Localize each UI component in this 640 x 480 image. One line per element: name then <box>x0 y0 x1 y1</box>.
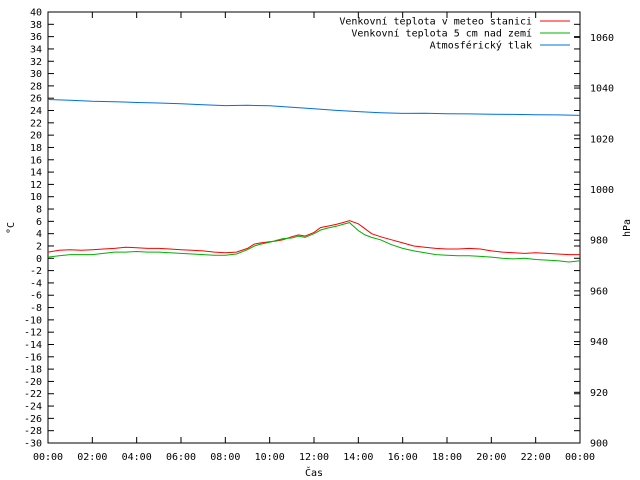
left-axis: 4038363432302826242220181614121086420-2-… <box>24 8 580 450</box>
x-tick-label: 22:00 <box>521 452 551 463</box>
series-line-1 <box>47 222 581 263</box>
right-tick-label: 1040 <box>590 84 614 95</box>
left-axis-label: °C <box>6 222 17 234</box>
left-tick-label: 30 <box>30 69 42 80</box>
left-tick-label: 16 <box>30 155 42 166</box>
left-tick-label: -24 <box>24 402 42 413</box>
left-tick-label: 20 <box>30 131 42 142</box>
left-tick-label: -2 <box>30 266 42 277</box>
right-axis-label: hPa <box>622 219 633 237</box>
right-tick-label: 960 <box>590 286 608 297</box>
left-tick-label: -10 <box>24 315 42 326</box>
right-tick-label: 920 <box>590 388 608 399</box>
x-tick-label: 08:00 <box>210 452 240 463</box>
x-tick-label: 16:00 <box>388 452 418 463</box>
left-tick-label: -18 <box>24 365 42 376</box>
left-tick-label: -30 <box>24 439 42 450</box>
left-tick-label: 32 <box>30 57 42 68</box>
left-tick-label: 6 <box>36 217 42 228</box>
legend-label: Atmosférický tlak <box>430 40 532 52</box>
plot-border <box>47 11 581 444</box>
right-tick-label: 1060 <box>590 33 614 44</box>
x-tick-label: 02:00 <box>77 452 107 463</box>
left-tick-label: -16 <box>24 352 42 363</box>
x-tick-label: 10:00 <box>255 452 285 463</box>
left-tick-label: 36 <box>30 32 42 43</box>
right-axis: 1060 1040 1020 1000 980 960 940 920 900 <box>574 33 614 450</box>
left-tick-label: 8 <box>36 205 42 216</box>
right-tick-label: 940 <box>590 337 608 348</box>
x-tick-label: 20:00 <box>476 452 506 463</box>
left-tick-label: 12 <box>30 180 42 191</box>
left-tick-label: 2 <box>36 241 42 252</box>
left-tick-label: 4 <box>36 229 42 240</box>
series-lines <box>47 99 581 263</box>
x-tick-label: 18:00 <box>432 452 462 463</box>
right-tick-label: 900 <box>590 439 608 450</box>
left-tick-label: 18 <box>30 143 42 154</box>
left-tick-label: 10 <box>30 192 42 203</box>
left-tick-label: -4 <box>30 278 42 289</box>
right-tick-label: 1000 <box>590 185 614 196</box>
x-tick-label: 12:00 <box>299 452 329 463</box>
left-tick-label: 14 <box>30 168 42 179</box>
left-tick-label: 26 <box>30 94 42 105</box>
left-tick-label: -6 <box>30 291 42 302</box>
legend-label: Venkovní teplota 5 cm nad zemí <box>351 28 532 40</box>
left-tick-label: 40 <box>30 8 42 19</box>
left-tick-label: -28 <box>24 426 42 437</box>
series-line-0 <box>47 220 580 256</box>
left-tick-label: -26 <box>24 414 42 425</box>
left-tick-label: -20 <box>24 377 42 388</box>
x-axis: 00:00 02:00 04:00 06:00 08:00 10:00 12:00 14:00… <box>33 12 595 463</box>
left-tick-label: -22 <box>24 389 42 400</box>
left-tick-label: 22 <box>30 118 42 129</box>
left-tick-label: -14 <box>24 340 42 351</box>
legend: Venkovní teplota v meteo staniciVenkovní… <box>339 16 570 52</box>
axes-frame <box>47 11 581 444</box>
x-tick-label: 14:00 <box>343 452 373 463</box>
x-tick-label: 04:00 <box>122 452 152 463</box>
right-tick-label: 980 <box>590 236 608 247</box>
left-tick-label: 28 <box>30 81 42 92</box>
right-tick-label: 1020 <box>590 134 614 145</box>
x-axis-label: Čas <box>305 466 323 479</box>
left-tick-label: -8 <box>30 303 42 314</box>
left-tick-label: -12 <box>24 328 42 339</box>
legend-label: Venkovní teplota v meteo stanici <box>339 16 532 28</box>
series-line-2 <box>47 99 581 116</box>
x-tick-label: 06:00 <box>166 452 196 463</box>
left-tick-label: 34 <box>30 44 42 55</box>
left-tick-label: 38 <box>30 20 42 31</box>
x-tick-label: 00:00 <box>33 452 63 463</box>
left-tick-label: 24 <box>30 106 42 117</box>
left-tick-label: 0 <box>36 254 42 265</box>
x-tick-label: 00:00 <box>565 452 595 463</box>
